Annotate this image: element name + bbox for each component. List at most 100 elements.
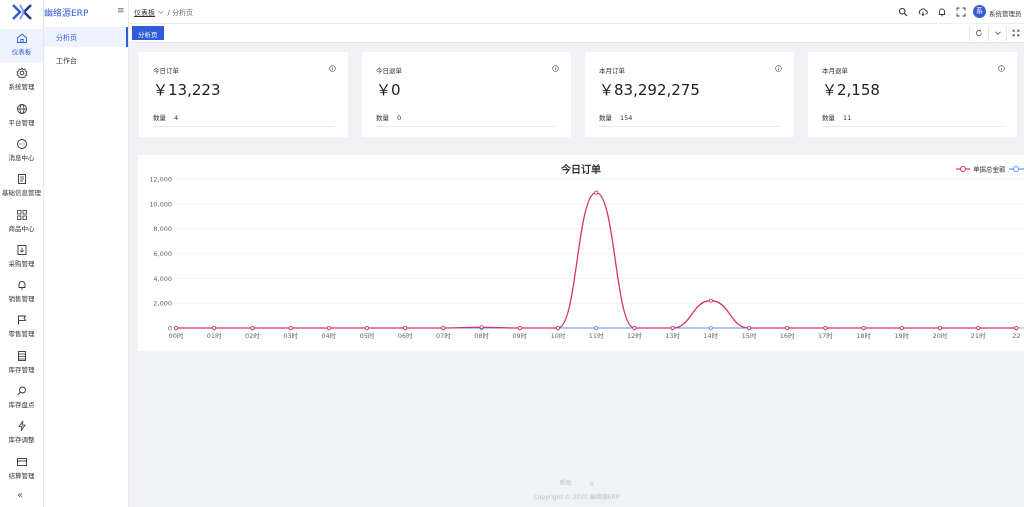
rail-item-label: 仪表板 [11, 48, 32, 56]
card-qty-label: 数量 [376, 114, 389, 122]
breadcrumb-root[interactable]: 仪表板 [134, 9, 155, 17]
data-point-0 [670, 325, 675, 330]
tab-dropdown-button[interactable] [988, 26, 1006, 41]
x-tick-label: 03时 [283, 331, 298, 340]
card-qty-label: 数量 [822, 114, 835, 122]
card-qty-value: 154 [620, 114, 633, 122]
x-tick-label: 16时 [780, 331, 795, 340]
refresh-tab-button[interactable] [969, 26, 987, 41]
tabs-bar: 分析页 [129, 24, 1024, 43]
card-title: 今日退单 [376, 67, 402, 75]
card-title: 本月订单 [599, 67, 625, 75]
rail-item-4[interactable]: 基础信息管理 [0, 170, 43, 204]
tab-analysis[interactable]: 分析页 [132, 26, 164, 40]
chart-title: 今日订单 [560, 163, 601, 176]
rail-item-12[interactable]: 结算管理 [0, 453, 43, 487]
data-point-0 [823, 325, 828, 330]
footer-help-link[interactable]: 帮助 [559, 480, 572, 487]
y-tick-label: 6,000 [153, 250, 172, 258]
data-point-0 [747, 325, 752, 330]
x-tick-label: 04时 [321, 331, 336, 340]
card-value: ￥0 [376, 81, 401, 99]
user-name[interactable]: 系统管理员 [989, 10, 1022, 18]
rail-item-2[interactable]: 平台管理 [0, 100, 43, 134]
data-point-1 [594, 325, 599, 330]
data-point-0 [632, 325, 637, 330]
avatar[interactable]: 系 [973, 5, 986, 18]
x-tick-label: 00时 [169, 331, 184, 340]
legend-label-0: 单据总金额 [973, 165, 1006, 174]
data-point-0 [288, 325, 293, 330]
footer: 帮助 ⌂ Copyright © 2020 幽络源ERP [129, 478, 1024, 501]
rail-item-11[interactable]: 库存调整 [0, 417, 43, 451]
chevron-down-icon[interactable] [158, 10, 165, 15]
stat-card: 本月退单 ￥2,158 数量 11 [808, 52, 1017, 137]
rail-item-label: 商品中心 [8, 224, 35, 233]
x-tick-label: 15时 [742, 331, 757, 340]
x-tick-label: 19时 [894, 331, 909, 340]
rail-item-0[interactable]: 仪表板 [0, 29, 43, 63]
x-tick-label: 11时 [589, 331, 604, 340]
rail-item-6[interactable]: 采购管理 [0, 241, 43, 275]
card-divider [599, 126, 780, 127]
refresh-icon [975, 29, 982, 36]
footer-copyright: Copyright © 2020 幽络源ERP [533, 494, 620, 501]
submenu-item-workbench[interactable]: 工作台 [56, 57, 77, 65]
data-point-0 [174, 325, 179, 330]
x-tick-label: 05时 [360, 331, 375, 340]
x-tick-label: 06时 [398, 331, 413, 340]
data-point-0 [517, 325, 522, 330]
y-tick-label: 8,000 [153, 225, 172, 233]
card-qty-label: 数量 [599, 114, 612, 122]
data-point-0 [1014, 325, 1019, 330]
rail-item-7[interactable]: 销售管理 [0, 276, 43, 310]
submenu-item-analysis[interactable]: 分析页 [44, 27, 128, 47]
data-point-0 [479, 325, 484, 330]
y-tick-label: 12,000 [149, 176, 172, 184]
x-tick-label: 09时 [512, 331, 527, 340]
info-icon[interactable] [552, 65, 559, 72]
collapse-rail-button[interactable]: « [17, 490, 24, 501]
rail-item-1[interactable]: 系统管理 [0, 64, 43, 98]
card-value: ￥83,292,275 [599, 81, 700, 99]
data-point-0 [861, 325, 866, 330]
left-rail: 仪表板系统管理 平台管理 消息中心 基础信息管理商品中心采购管理 销售管理零售管理库存管… [0, 0, 44, 507]
grid-icon [16, 209, 27, 220]
app-logo-icon[interactable] [12, 4, 32, 20]
line-chart: 今日订单 0 2,000 4,000 6,000 8,000 10,000 12,000 00时… [149, 163, 1024, 340]
data-point-0 [250, 325, 255, 330]
top-header: ≡ 仪表板 / 分析页 系 系统管理员 [117, 0, 1024, 24]
x-tick-label: 10时 [551, 331, 566, 340]
tab-fullscreen-button[interactable] [1006, 26, 1024, 41]
bell-icon[interactable] [937, 7, 947, 17]
rail-item-3[interactable]: 消息中心 [0, 135, 43, 169]
info-icon[interactable] [775, 65, 782, 72]
expand-icon [1012, 29, 1019, 37]
info-icon[interactable] [998, 65, 1005, 72]
info-icon[interactable] [329, 65, 336, 72]
y-tick-label: 4,000 [153, 275, 172, 283]
y-tick-label: 0 [168, 325, 172, 333]
github-icon[interactable]: ⌂ [589, 480, 594, 487]
rail-item-8[interactable]: 零售管理 [0, 311, 43, 345]
rail-item-9[interactable]: 库存管理 [0, 347, 43, 381]
today-orders-chart: 今日订单 0 2,000 4,000 6,000 8,000 10,000 12,000 00时… [138, 155, 1024, 351]
cloud-download-icon[interactable] [918, 7, 928, 17]
data-point-0 [441, 325, 446, 330]
search-icon[interactable] [898, 7, 908, 17]
y-tick-label: 10,000 [149, 200, 172, 208]
menu-toggle-icon[interactable]: ≡ [117, 6, 125, 16]
stat-card: 今日订单 ￥13,223 数量 4 [139, 52, 348, 137]
x-tick-label: 08时 [474, 331, 489, 340]
rail-item-label: 零售管理 [8, 330, 35, 339]
card-title: 今日订单 [153, 67, 179, 75]
x-tick-label: 21时 [971, 331, 986, 340]
rail-item-5[interactable]: 商品中心 [0, 206, 43, 240]
card-value: ￥13,223 [153, 81, 221, 99]
x-tick-label: 17时 [818, 331, 833, 340]
rail-item-10[interactable]: 库存盘点 [0, 382, 43, 416]
y-tick-label: 2,000 [153, 300, 172, 308]
fullscreen-icon[interactable] [956, 7, 966, 17]
legend-marker-0 [960, 166, 966, 172]
card-divider [376, 126, 557, 127]
